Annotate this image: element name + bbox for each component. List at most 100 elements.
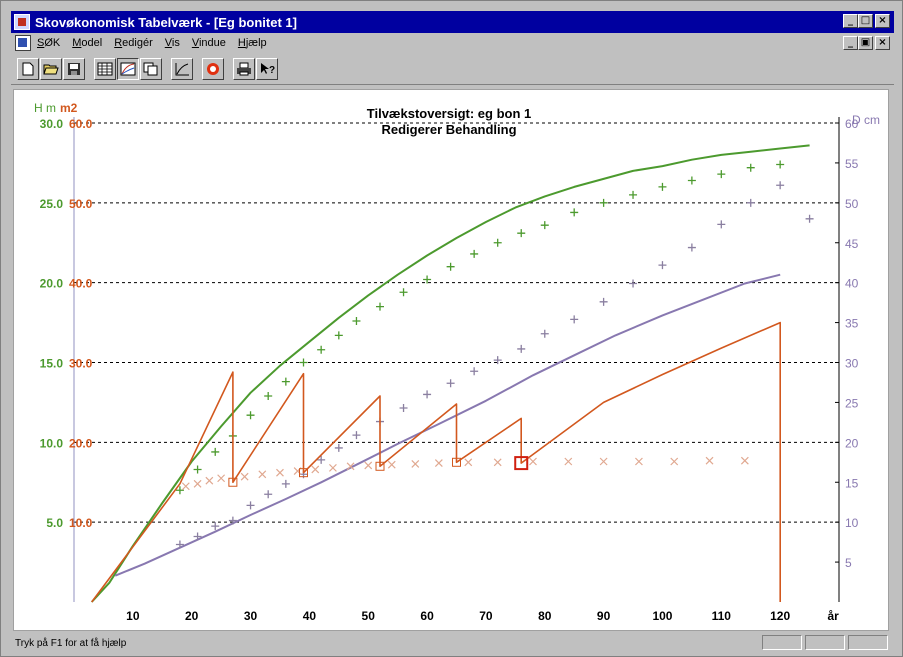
- menu-item-sok[interactable]: SØK: [37, 37, 61, 49]
- document-icon[interactable]: [15, 35, 31, 51]
- diameter-marker: [264, 490, 273, 499]
- thinned-basal-marker: [217, 474, 226, 483]
- basal-area-line: [91, 321, 782, 603]
- x-tick-label: 10: [126, 609, 140, 623]
- thinning-point: [452, 457, 461, 467]
- x-tick-label: 80: [538, 609, 552, 623]
- copy-button[interactable]: [140, 57, 162, 80]
- diameter-marker: [570, 315, 579, 324]
- diameter-marker: [717, 220, 726, 229]
- save-icon: [68, 62, 80, 75]
- diameter-marker: [334, 443, 343, 452]
- diameter-marker: [352, 431, 361, 440]
- toolbar: ?: [11, 53, 894, 85]
- new-button[interactable]: [17, 57, 39, 80]
- x-tick-label: 70: [479, 609, 493, 623]
- height-marker: [687, 176, 696, 185]
- height-marker: [470, 249, 479, 258]
- thinned-basal-marker: [599, 457, 608, 466]
- height-marker: [446, 262, 455, 271]
- y-left2-tick-label: 60.0: [69, 117, 93, 131]
- thinned-basal-marker: [387, 460, 396, 469]
- stop-icon: [207, 62, 219, 75]
- diameter-marker: [540, 329, 549, 338]
- diameter-marker: [629, 279, 638, 288]
- x-tick-label: 60: [420, 609, 434, 623]
- curve-button[interactable]: [171, 57, 193, 80]
- left-axis2-label: m2: [60, 101, 78, 115]
- y-left2-tick-label: 10.0: [69, 516, 93, 530]
- curve-icon: [175, 62, 189, 75]
- y-right-tick-label: 15: [845, 476, 859, 490]
- mdi-caption-buttons: _ ▣ ×: [843, 36, 890, 50]
- thinned-basal-marker: [634, 457, 643, 466]
- save-button[interactable]: [63, 57, 85, 80]
- thinned-basal-marker: [434, 459, 443, 468]
- y-left-tick-label: 20.0: [40, 277, 64, 291]
- diameter-marker: [228, 516, 237, 525]
- diameter-marker: [658, 261, 667, 270]
- x-axis-label: år: [827, 609, 839, 623]
- y-left2-tick-label: 30.0: [69, 357, 93, 371]
- new-icon: [22, 62, 34, 75]
- caption-buttons: _ □ ×: [843, 14, 890, 28]
- height-marker: [776, 160, 785, 169]
- height-marker: [517, 229, 526, 238]
- diameter-marker: [446, 379, 455, 388]
- y-right-tick-label: 10: [845, 516, 859, 530]
- height-marker: [281, 377, 290, 386]
- mdi-minimize-button[interactable]: _: [843, 36, 858, 50]
- svg-text:?: ?: [269, 65, 275, 76]
- y-left-tick-label: 15.0: [40, 357, 64, 371]
- height-marker: [658, 182, 667, 191]
- menu-item-rediger[interactable]: Redigér: [114, 37, 153, 49]
- thinned-basal-marker: [364, 461, 373, 470]
- y-right-tick-label: 5: [845, 556, 852, 570]
- graph-icon: [120, 62, 136, 75]
- y-right-tick-label: 30: [845, 357, 859, 371]
- thinning-point: [299, 468, 308, 478]
- status-pane: [848, 635, 888, 650]
- open-button[interactable]: [40, 57, 62, 80]
- y-left2-tick-label: 50.0: [69, 197, 93, 211]
- menu-item-vis[interactable]: Vis: [164, 37, 180, 49]
- thinned-basal-marker: [276, 468, 284, 477]
- menu-bar: SØK Model Redigér Vis Vindue Hjælp _ ▣ ×: [11, 33, 894, 53]
- print-button[interactable]: [233, 57, 255, 80]
- restore-button[interactable]: □: [858, 14, 873, 28]
- thinned-basal-marker: [240, 472, 249, 481]
- table-button[interactable]: [94, 57, 116, 80]
- thinned-basal-marker: [181, 482, 190, 491]
- close-button[interactable]: ×: [875, 14, 890, 28]
- mdi-restore-button[interactable]: ▣: [858, 36, 873, 50]
- context-help-button[interactable]: ?: [256, 57, 278, 80]
- minimize-button[interactable]: _: [843, 14, 858, 28]
- height-marker: [399, 288, 408, 297]
- menu-item-model[interactable]: Model: [72, 37, 103, 49]
- app-icon[interactable]: [14, 14, 30, 30]
- diameter-marker: [746, 198, 755, 207]
- thinned-basal-marker: [311, 465, 320, 474]
- menu-item-vindue[interactable]: Vindue: [191, 37, 226, 49]
- status-pane: [762, 635, 802, 650]
- title-bar[interactable]: Skovøkonomisk Tabelværk - [Eg bonitet 1]…: [11, 11, 894, 33]
- diameter-marker: [246, 501, 255, 510]
- y-right-tick-label: 55: [845, 157, 859, 171]
- diameter-marker: [175, 540, 184, 549]
- height-marker: [193, 465, 202, 474]
- stop-button[interactable]: [202, 57, 224, 80]
- x-tick-label: 90: [597, 609, 611, 623]
- diameter-marker: [399, 404, 408, 413]
- status-pane: [805, 635, 845, 650]
- diameter-marker: [211, 522, 220, 531]
- menu-item-hjaelp[interactable]: Hjælp: [237, 37, 267, 49]
- y-left-tick-label: 25.0: [40, 197, 64, 211]
- diameter-marker: [281, 479, 290, 488]
- right-axis-label: D cm: [852, 113, 880, 127]
- mdi-close-button[interactable]: ×: [875, 36, 890, 50]
- graph-button[interactable]: [117, 57, 139, 80]
- x-tick-label: 100: [652, 609, 672, 623]
- height-marker: [540, 221, 549, 230]
